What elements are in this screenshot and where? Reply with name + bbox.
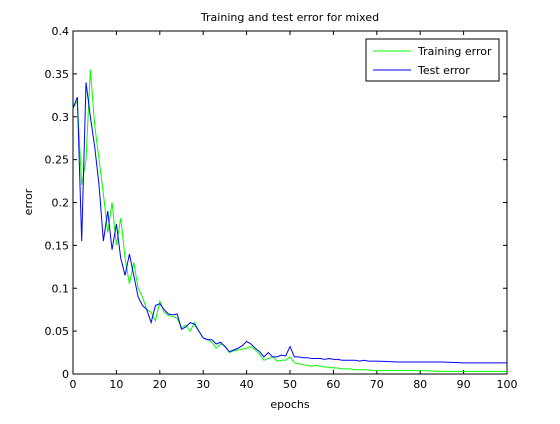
x-axis-label: epochs — [270, 398, 309, 411]
y-tick-label: 0.4 — [52, 25, 70, 38]
y-tick-label: 0 — [62, 368, 69, 381]
legend-label-test: Test error — [417, 64, 470, 77]
x-axis-ticks: 0 10 20 30 40 50 60 70 80 90 100 — [70, 31, 518, 391]
y-axis-label: error — [22, 188, 35, 215]
x-tick-label: 30 — [196, 378, 210, 391]
y-axis-ticks: 0 0.05 0.1 0.15 0.2 0.25 0.3 0.35 0.4 — [45, 25, 507, 381]
y-tick-label: 0.35 — [45, 68, 70, 81]
y-tick-label: 0.1 — [52, 282, 70, 295]
y-tick-label: 0.05 — [45, 325, 70, 338]
training-error-line — [72, 69, 507, 372]
x-tick-label: 100 — [497, 378, 518, 391]
x-tick-label: 10 — [109, 378, 123, 391]
x-tick-label: 20 — [153, 378, 167, 391]
x-tick-label: 0 — [70, 378, 77, 391]
x-tick-label: 40 — [240, 378, 254, 391]
legend-label-training: Training error — [417, 45, 492, 58]
x-tick-label: 60 — [326, 378, 340, 391]
x-tick-label: 90 — [457, 378, 471, 391]
x-tick-label: 80 — [413, 378, 427, 391]
y-tick-label: 0.2 — [52, 197, 70, 210]
plot-area — [72, 30, 508, 375]
y-tick-label: 0.25 — [45, 154, 70, 167]
series-lines — [72, 69, 507, 372]
legend: Training error Test error — [365, 38, 500, 82]
y-tick-label: 0.3 — [52, 111, 70, 124]
x-tick-label: 70 — [370, 378, 384, 391]
chart-title: Training and test error for mixed — [200, 11, 379, 24]
test-error-line — [72, 82, 507, 364]
x-tick-label: 50 — [283, 378, 297, 391]
legend-box — [365, 38, 500, 82]
y-tick-label: 0.15 — [45, 239, 70, 252]
